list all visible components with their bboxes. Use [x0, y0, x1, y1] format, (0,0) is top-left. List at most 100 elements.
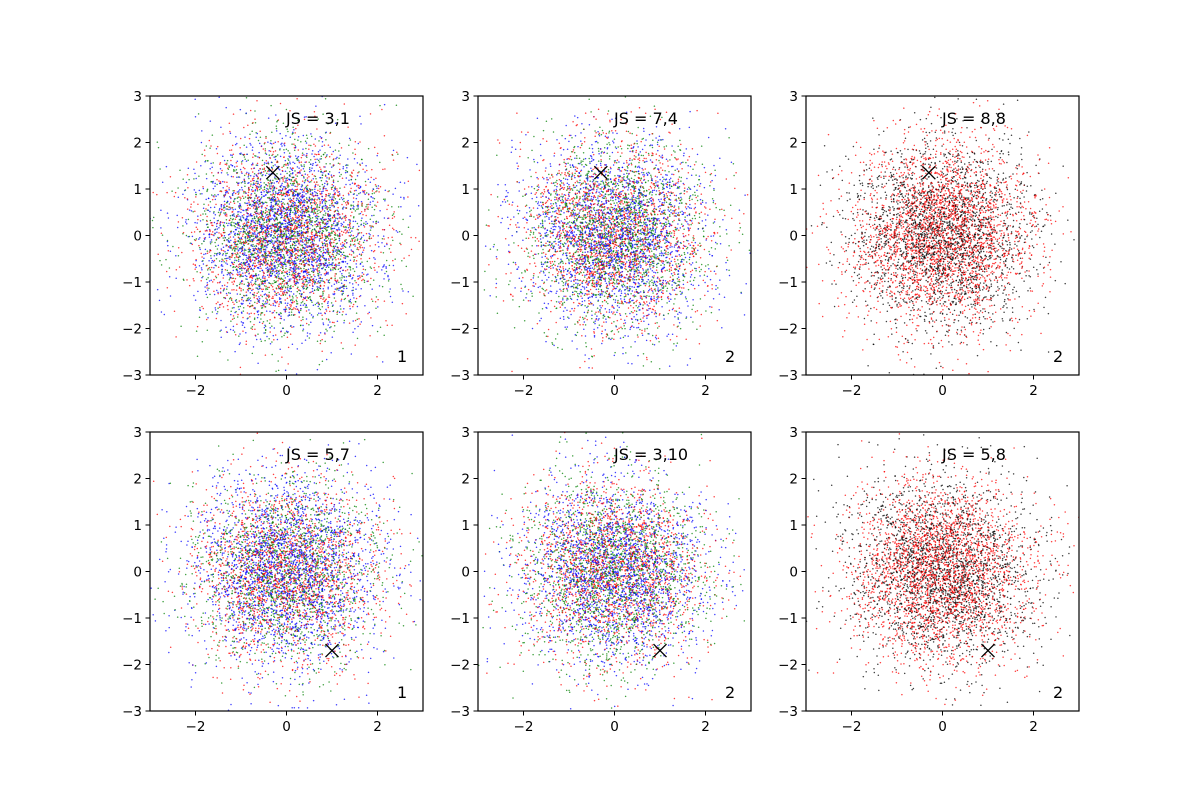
- scatter-point: [195, 259, 197, 262]
- scatter-point: [380, 251, 382, 253]
- scatter-point: [316, 210, 319, 212]
- scatter-point: [281, 198, 284, 201]
- scatter-point: [251, 171, 254, 173]
- scatter-point: [263, 332, 265, 334]
- scatter-point: [248, 302, 251, 305]
- scatter-point: [329, 206, 331, 209]
- scatter-point: [257, 220, 259, 222]
- scatter-point: [264, 331, 267, 334]
- scatter-point: [311, 280, 314, 283]
- scatter-point: [344, 260, 347, 263]
- scatter-point: [348, 179, 350, 181]
- scatter-point: [258, 285, 261, 288]
- scatter-point: [293, 221, 296, 223]
- scatter-point: [296, 280, 298, 283]
- scatter-point: [249, 214, 251, 216]
- scatter-point: [278, 180, 281, 182]
- scatter-point: [331, 204, 333, 207]
- scatter-point: [229, 328, 232, 331]
- scatter-point: [294, 185, 296, 187]
- scatter-point: [245, 271, 248, 273]
- scatter-point: [262, 271, 265, 273]
- scatter-point: [287, 261, 290, 263]
- scatter-point: [275, 287, 278, 290]
- scatter-point: [213, 290, 215, 292]
- scatter-point: [237, 190, 240, 192]
- scatter-point: [244, 167, 246, 170]
- scatter-point: [283, 210, 285, 212]
- scatter-point: [278, 297, 281, 299]
- scatter-point: [219, 223, 222, 226]
- scatter-point: [235, 265, 238, 267]
- scatter-point: [244, 182, 246, 185]
- scatter-point: [315, 251, 317, 254]
- scatter-point: [224, 251, 226, 253]
- scatter-point: [197, 218, 199, 221]
- scatter-point: [253, 213, 255, 216]
- scatter-point: [230, 159, 232, 162]
- scatter-point: [357, 242, 360, 245]
- scatter-point: [331, 305, 334, 308]
- scatter-point: [354, 153, 357, 156]
- scatter-point: [326, 242, 328, 245]
- scatter-point: [273, 156, 275, 158]
- scatter-point: [291, 254, 294, 257]
- scatter-point: [377, 306, 379, 308]
- scatter-point: [195, 196, 197, 198]
- scatter-point: [397, 206, 400, 208]
- scatter-point: [363, 247, 365, 249]
- scatter-point: [334, 231, 336, 234]
- scatter-point: [251, 205, 253, 207]
- scatter-point: [270, 282, 272, 285]
- scatter-point: [304, 226, 307, 229]
- scatter-point: [279, 233, 281, 236]
- scatter-point: [238, 273, 240, 275]
- scatter-point: [360, 321, 363, 323]
- scatter-point: [249, 256, 252, 258]
- scatter-point: [251, 279, 253, 281]
- scatter-point: [315, 233, 317, 235]
- scatter-point: [337, 250, 339, 253]
- scatter-point: [243, 248, 246, 251]
- scatter-point: [241, 172, 243, 174]
- scatter-point: [234, 266, 236, 269]
- scatter-point: [378, 285, 381, 287]
- scatter-point: [240, 262, 243, 264]
- scatter-point: [305, 288, 308, 290]
- scatter-point: [295, 283, 298, 285]
- scatter-point: [310, 235, 313, 238]
- scatter-point: [194, 299, 197, 301]
- scatter-point: [316, 340, 319, 342]
- scatter-point: [233, 241, 235, 243]
- scatter-point: [253, 295, 255, 297]
- scatter-point: [362, 213, 364, 216]
- scatter-point: [338, 234, 341, 237]
- scatter-point: [322, 249, 325, 251]
- scatter-point: [374, 243, 377, 246]
- scatter-point: [257, 288, 259, 291]
- scatter-point: [306, 228, 309, 231]
- scatter-point: [344, 257, 347, 260]
- scatter-point: [234, 250, 236, 252]
- scatter-point: [272, 206, 274, 209]
- scatter-point: [343, 287, 345, 290]
- scatter-point: [293, 301, 296, 303]
- scatter-point: [294, 214, 297, 216]
- scatter-point: [286, 239, 289, 241]
- scatter-point: [239, 216, 242, 218]
- scatter-point: [257, 217, 260, 219]
- scatter-point: [247, 182, 249, 185]
- scatter-point: [203, 203, 205, 206]
- scatter-point: [187, 167, 190, 169]
- scatter-point: [297, 208, 300, 211]
- scatter-point: [258, 223, 261, 225]
- scatter-point: [319, 284, 322, 287]
- scatter-point: [181, 251, 183, 254]
- scatter-point: [329, 251, 331, 254]
- scatter-point: [312, 242, 314, 244]
- scatter-point: [157, 146, 160, 149]
- scatter-point: [263, 294, 266, 296]
- scatter-point: [337, 162, 340, 164]
- scatter-point: [263, 272, 265, 274]
- scatter-point: [269, 187, 272, 190]
